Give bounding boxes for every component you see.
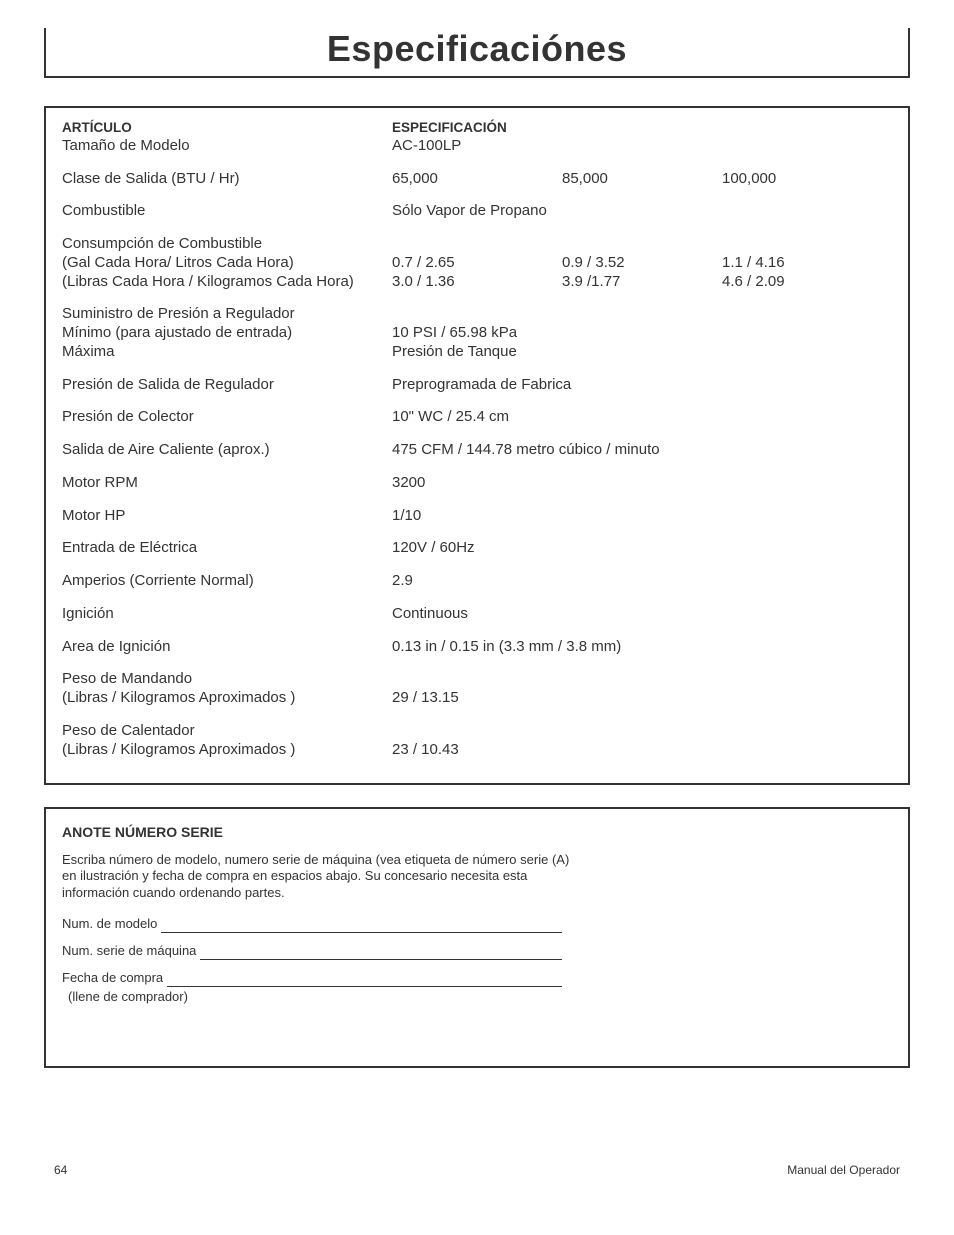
form-serial: Num. serie de máquina (62, 943, 562, 960)
row-supply-1: Suministro de Presión a Regulador (62, 305, 892, 324)
row-supply-3: Máxima Presión de Tanque (62, 343, 892, 362)
value-hp: 1/10 (392, 507, 562, 526)
form-serial-field[interactable] (200, 948, 562, 960)
value-elec: 120V / 60Hz (392, 539, 562, 558)
form-model-label: Num. de modelo (62, 916, 157, 933)
serial-number-box: ANOTE NÚMERO SERIE Escriba número de mod… (44, 807, 910, 1067)
value-output-3: 100,000 (722, 170, 892, 189)
label-rpm: Motor RPM (62, 474, 392, 493)
row-manifold: Presión de Colector 10" WC / 25.4 cm (62, 408, 892, 427)
label-shipwt-1: Peso de Mandando (62, 670, 392, 689)
row-heaterwt-2: (Libras / Kilogramos Aproximados ) 23 / … (62, 741, 892, 760)
row-regout: Presión de Salida de Regulador Preprogra… (62, 376, 892, 395)
label-hp: Motor HP (62, 507, 392, 526)
label-consumption-2: (Gal Cada Hora/ Litros Cada Hora) (62, 254, 392, 273)
label-elec: Entrada de Eléctrica (62, 539, 392, 558)
row-consumption-1: Consumpción de Combustible (62, 235, 892, 254)
row-shipwt-1: Peso de Mandando (62, 670, 892, 689)
value-output-1: 65,000 (392, 170, 562, 189)
value-consumption-3a: 3.0 / 1.36 (392, 273, 562, 292)
row-consumption-2: (Gal Cada Hora/ Litros Cada Hora) 0.7 / … (62, 254, 892, 273)
row-fuel: Combustible Sólo Vapor de Propano (62, 202, 892, 221)
form-date: Fecha de compra (62, 970, 562, 987)
label-ignarea: Area de Ignición (62, 638, 392, 657)
form-date-label: Fecha de compra (62, 970, 163, 987)
label-fuel: Combustible (62, 202, 392, 221)
row-ignarea: Area de Ignición 0.13 in / 0.15 in (3.3 … (62, 638, 892, 657)
value-supply-3: Presión de Tanque (392, 343, 517, 362)
value-ign: Continuous (392, 605, 562, 624)
row-supply-2: Mínimo (para ajustado de entrada) 10 PSI… (62, 324, 892, 343)
label-output: Clase de Salida (BTU / Hr) (62, 170, 392, 189)
label-consumption-3: (Libras Cada Hora / Kilogramos Cada Hora… (62, 273, 392, 292)
value-manifold: 10" WC / 25.4 cm (392, 408, 509, 427)
row-consumption-3: (Libras Cada Hora / Kilogramos Cada Hora… (62, 273, 892, 292)
form-serial-label: Num. serie de máquina (62, 943, 196, 960)
label-supply-1: Suministro de Presión a Regulador (62, 305, 392, 324)
serial-paragraph: Escriba número de modelo, numero serie d… (62, 852, 582, 903)
label-supply-2: Mínimo (para ajustado de entrada) (62, 324, 392, 343)
label-regout: Presión de Salida de Regulador (62, 376, 392, 395)
doc-title: Manual del Operador (787, 1163, 900, 1177)
label-shipwt-2: (Libras / Kilogramos Aproximados ) (62, 689, 392, 708)
value-consumption-2c: 1.1 / 4.16 (722, 254, 892, 273)
serial-heading: ANOTE NÚMERO SERIE (62, 823, 892, 841)
form-date-note: (llene de comprador) (68, 989, 892, 1006)
value-ignarea: 0.13 in / 0.15 in (3.3 mm / 3.8 mm) (392, 638, 621, 657)
page-footer: 64 Manual del Operador (54, 1163, 900, 1177)
label-model: Tamaño de Modelo (62, 137, 392, 156)
value-fuel: Sólo Vapor de Propano (392, 202, 547, 221)
form-model: Num. de modelo (62, 916, 562, 933)
label-amps: Amperios (Corriente Normal) (62, 572, 392, 591)
label-consumption-1: Consumpción de Combustible (62, 235, 392, 254)
label-manifold: Presión de Colector (62, 408, 392, 427)
value-output-2: 85,000 (562, 170, 722, 189)
label-ign: Ignición (62, 605, 392, 624)
row-hotair: Salida de Aire Caliente (aprox.) 475 CFM… (62, 441, 892, 460)
row-output: Clase de Salida (BTU / Hr) 65,000 85,000… (62, 170, 892, 189)
value-shipwt: 29 / 13.15 (392, 689, 562, 708)
value-supply-2: 10 PSI / 65.98 kPa (392, 324, 517, 343)
value-heaterwt: 23 / 10.43 (392, 741, 562, 760)
row-ign: Ignición Continuous (62, 605, 892, 624)
form-date-field[interactable] (167, 975, 562, 987)
value-amps: 2.9 (392, 572, 562, 591)
value-hotair: 475 CFM / 144.78 metro cúbico / minuto (392, 441, 660, 460)
label-hotair: Salida de Aire Caliente (aprox.) (62, 441, 392, 460)
page-title: Especificaciónes (54, 28, 900, 70)
row-hp: Motor HP 1/10 (62, 507, 892, 526)
header-spec: ESPECIFICACIÓN (392, 120, 562, 137)
row-amps: Amperios (Corriente Normal) 2.9 (62, 572, 892, 591)
value-model: AC-100LP (392, 137, 562, 156)
label-heaterwt-1: Peso de Calentador (62, 722, 392, 741)
value-rpm: 3200 (392, 474, 562, 493)
table-header-row: ARTÍCULO ESPECIFICACIÓN (62, 120, 892, 137)
value-consumption-3c: 4.6 / 2.09 (722, 273, 892, 292)
row-heaterwt-1: Peso de Calentador (62, 722, 892, 741)
page-number: 64 (54, 1163, 67, 1177)
specifications-table: ARTÍCULO ESPECIFICACIÓN Tamaño de Modelo… (44, 106, 910, 785)
page-title-block: Especificaciónes (44, 28, 910, 78)
value-consumption-2b: 0.9 / 3.52 (562, 254, 722, 273)
row-shipwt-2: (Libras / Kilogramos Aproximados ) 29 / … (62, 689, 892, 708)
form-model-field[interactable] (161, 921, 562, 933)
row-elec: Entrada de Eléctrica 120V / 60Hz (62, 539, 892, 558)
value-regout: Preprogramada de Fabrica (392, 376, 571, 395)
row-rpm: Motor RPM 3200 (62, 474, 892, 493)
header-item: ARTÍCULO (62, 120, 392, 137)
row-model: Tamaño de Modelo AC-100LP (62, 137, 892, 156)
value-consumption-3b: 3.9 /1.77 (562, 273, 722, 292)
label-heaterwt-2: (Libras / Kilogramos Aproximados ) (62, 741, 392, 760)
value-consumption-2a: 0.7 / 2.65 (392, 254, 562, 273)
label-supply-3: Máxima (62, 343, 392, 362)
